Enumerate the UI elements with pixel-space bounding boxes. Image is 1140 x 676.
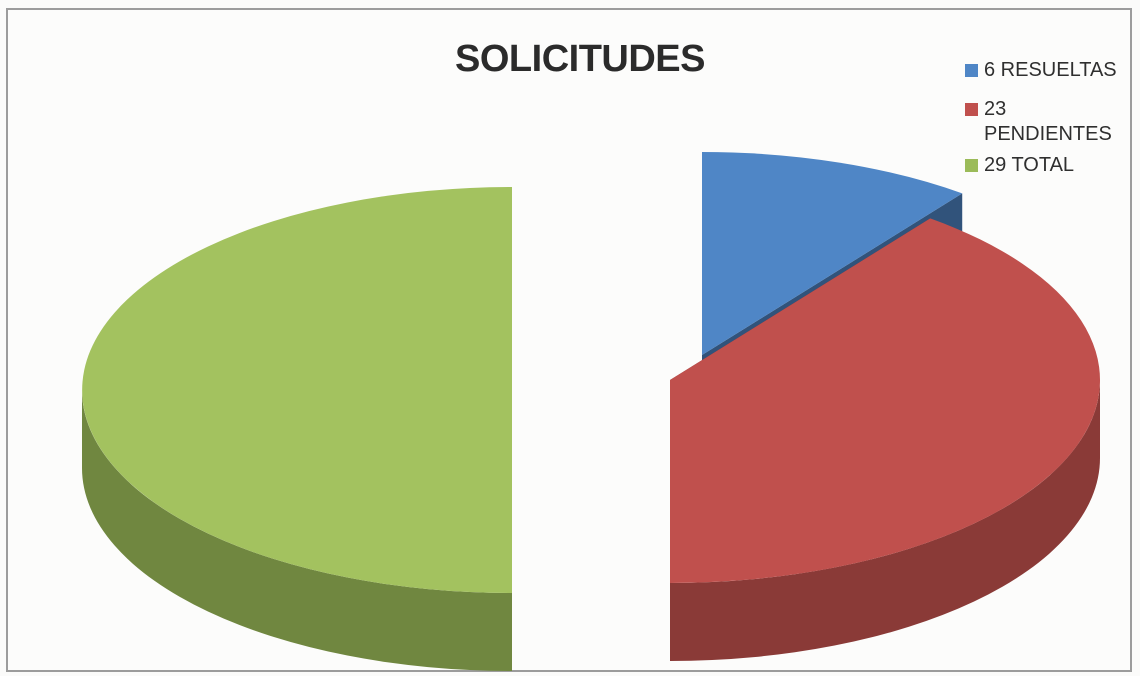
legend-label-total: 29 TOTAL: [984, 154, 1075, 176]
legend-swatch-pendientes: [965, 103, 978, 116]
pie-slice-2-rim: [82, 390, 512, 671]
pie-slice-1-rim: [670, 380, 1100, 661]
pie-slice-0: [702, 152, 963, 355]
pie-slice-2: [82, 187, 513, 593]
chart-title: SOLICITUDES: [455, 38, 705, 80]
legend-swatch-resueltas: [965, 64, 978, 77]
pie-slice-1: [670, 218, 1100, 583]
chart-legend: 6 RESUELTAS 23 PENDIENTES 29 TOTAL: [965, 58, 1135, 192]
legend-item-total: 29 TOTAL: [965, 153, 1135, 178]
legend-label-pendientes: 23 PENDIENTES: [984, 98, 1112, 145]
legend-item-pendientes: 23 PENDIENTES: [965, 97, 1135, 147]
legend-label-resueltas: 6 RESUELTAS: [984, 59, 1117, 81]
legend-swatch-total: [965, 159, 978, 172]
legend-item-resueltas: 6 RESUELTAS: [965, 58, 1135, 83]
